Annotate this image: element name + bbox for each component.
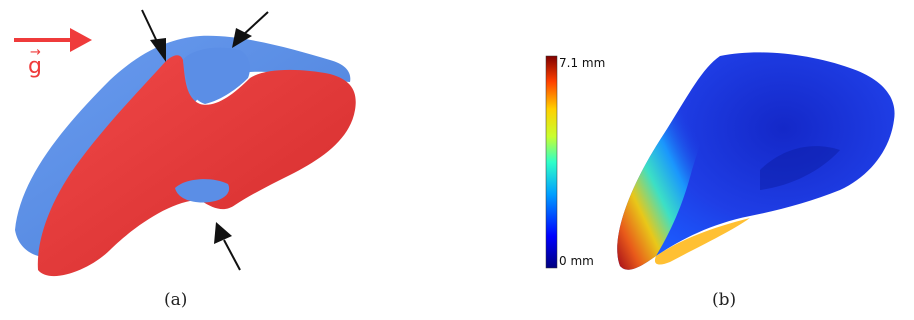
mid-displacement-band [654, 218, 750, 265]
surface-shading [760, 146, 840, 190]
blue-patch [175, 179, 230, 203]
liver-overlay-figure [14, 9, 356, 277]
panel-b: 7.1 mm 0 mm (b) [460, 0, 914, 320]
blue-fold-region [183, 47, 250, 104]
pointer-arrow-bottom [214, 222, 241, 271]
pointer-arrow-top-left [141, 9, 166, 62]
panel-a: → g (a) [14, 9, 356, 310]
colorbar [545, 55, 558, 269]
gravity-label: → g [28, 45, 42, 79]
colorbar-min-label: 0 mm [559, 254, 594, 268]
colorbar-max-label: 7.1 mm [559, 56, 606, 70]
caption-b: (b) [712, 290, 737, 310]
displacement-map-figure [545, 52, 895, 270]
red-liver-surface [37, 55, 356, 277]
gravity-arrow [14, 28, 92, 52]
vector-mark: → [30, 45, 41, 60]
caption-a: (a) [164, 290, 188, 310]
pointer-arrow-top-right [232, 11, 269, 48]
high-displacement-edge [617, 56, 721, 270]
gravity-symbol: g [28, 54, 42, 79]
